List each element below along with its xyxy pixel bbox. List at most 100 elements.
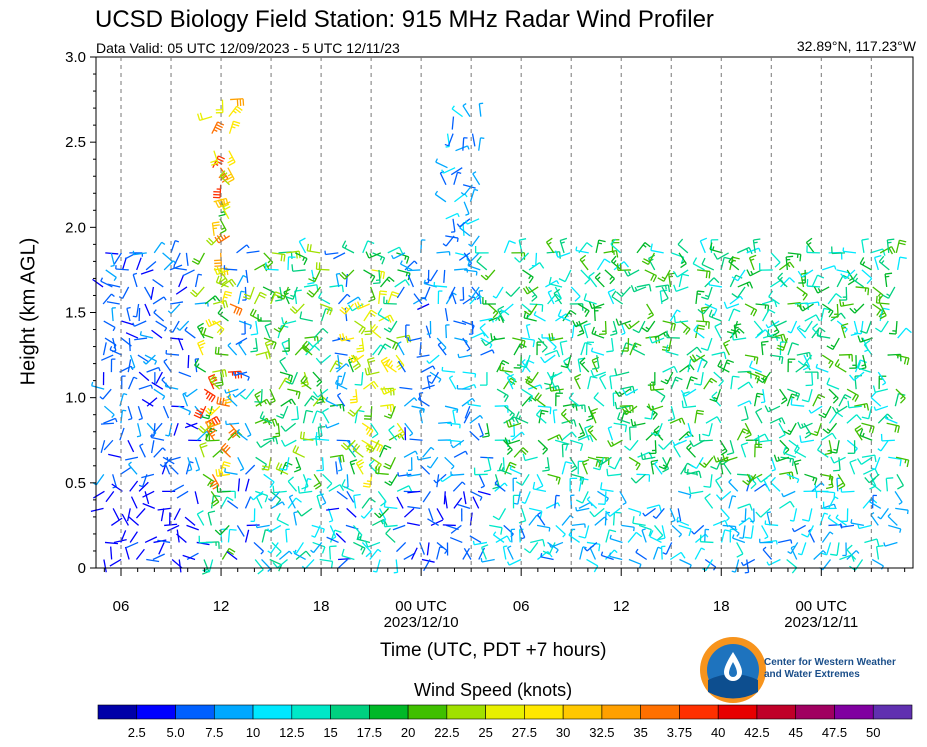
wind-barb <box>590 407 598 424</box>
wind-barb <box>213 184 222 199</box>
wind-barb <box>299 431 314 441</box>
wind-barb <box>796 286 808 301</box>
wind-barb <box>805 301 820 306</box>
wind-barb <box>814 484 829 493</box>
wind-barb <box>575 507 590 512</box>
wind-barb <box>818 405 832 419</box>
wind-barb <box>394 279 410 288</box>
wind-barb <box>276 286 290 300</box>
wind-barb <box>113 252 122 265</box>
wind-barb <box>457 353 472 359</box>
wind-barb <box>713 371 724 387</box>
colorbar-title: Wind Speed (knots) <box>414 680 573 700</box>
wind-barb <box>152 296 167 305</box>
wind-barb <box>144 303 151 317</box>
wind-barb <box>599 373 607 390</box>
wind-barb <box>846 439 858 452</box>
wind-barb <box>337 371 346 386</box>
wind-barb <box>661 286 669 303</box>
wind-barb <box>436 474 440 488</box>
wind-barb <box>502 545 508 560</box>
wind-barb <box>560 354 572 369</box>
wind-barb <box>237 478 241 492</box>
wind-barb <box>644 269 658 283</box>
wind-barb <box>273 320 288 333</box>
wind-barb <box>144 536 158 544</box>
wind-barb <box>873 254 882 271</box>
wind-barb <box>333 252 346 260</box>
wind-barb <box>451 105 463 118</box>
wind-barb <box>821 490 836 500</box>
wind-barb <box>857 335 873 343</box>
wind-barb <box>532 481 547 492</box>
wind-barb <box>884 414 898 424</box>
wind-barb <box>262 418 279 427</box>
wind-barb <box>276 405 289 419</box>
wind-barb <box>129 354 136 370</box>
wind-barb <box>139 331 154 339</box>
wind-barb <box>450 471 465 476</box>
x-tick-label: 18 <box>713 598 730 615</box>
wind-barb <box>495 535 512 544</box>
wind-barb <box>723 301 740 310</box>
wind-barb <box>193 405 207 419</box>
wind-barb <box>349 389 358 404</box>
wind-barb <box>173 508 181 521</box>
wind-barb <box>232 371 248 377</box>
wind-barb <box>383 457 396 470</box>
wind-barb <box>487 303 499 319</box>
wind-barb <box>760 340 769 356</box>
wind-barb <box>839 523 855 528</box>
wind-barb <box>407 506 421 510</box>
wind-barb <box>426 269 439 282</box>
wind-barb <box>471 133 476 147</box>
wind-barb <box>173 423 179 436</box>
wind-barb <box>450 524 462 534</box>
wind-barb <box>407 457 413 472</box>
wind-barb <box>642 507 656 517</box>
wind-barb <box>542 457 550 472</box>
wind-barb <box>788 439 800 454</box>
wind-barb <box>155 320 168 332</box>
wind-barb <box>103 320 116 332</box>
wind-barb <box>433 473 447 484</box>
wind-barb <box>758 263 773 271</box>
wind-barb <box>279 356 288 373</box>
wind-barb <box>242 286 255 300</box>
wind-barb <box>340 439 356 451</box>
wind-barb <box>766 558 781 566</box>
wind-barb <box>312 388 329 398</box>
wind-barb <box>368 286 376 303</box>
wind-barb <box>311 410 324 424</box>
wind-barb <box>103 405 115 419</box>
wind-barb <box>481 544 489 560</box>
wind-barb <box>686 442 696 458</box>
wind-barb <box>797 354 813 366</box>
wind-barb <box>416 456 432 461</box>
wind-barb <box>102 293 115 305</box>
wind-barb <box>348 354 365 364</box>
wind-barb <box>568 528 580 543</box>
wind-barb <box>341 548 355 561</box>
wind-barb <box>895 388 906 404</box>
wind-barb <box>840 322 849 339</box>
wind-barb <box>559 237 568 254</box>
wind-barb <box>594 272 605 288</box>
wind-barb <box>337 559 348 569</box>
wind-barb <box>536 341 545 356</box>
wind-barb <box>452 409 457 424</box>
wind-barb <box>363 309 378 322</box>
wind-barb <box>128 338 131 352</box>
wind-barb <box>847 440 856 454</box>
wind-barb <box>292 445 305 458</box>
wind-barb <box>448 375 457 390</box>
wind-barb <box>831 303 839 319</box>
colorbar-label: 45 <box>788 725 802 740</box>
wind-barb <box>854 402 870 411</box>
wind-barb <box>555 524 566 538</box>
wind-barb <box>308 269 321 283</box>
wind-barb <box>451 116 455 130</box>
wind-barb <box>372 559 381 573</box>
wind-barb <box>598 491 607 505</box>
wind-barb <box>465 218 480 225</box>
